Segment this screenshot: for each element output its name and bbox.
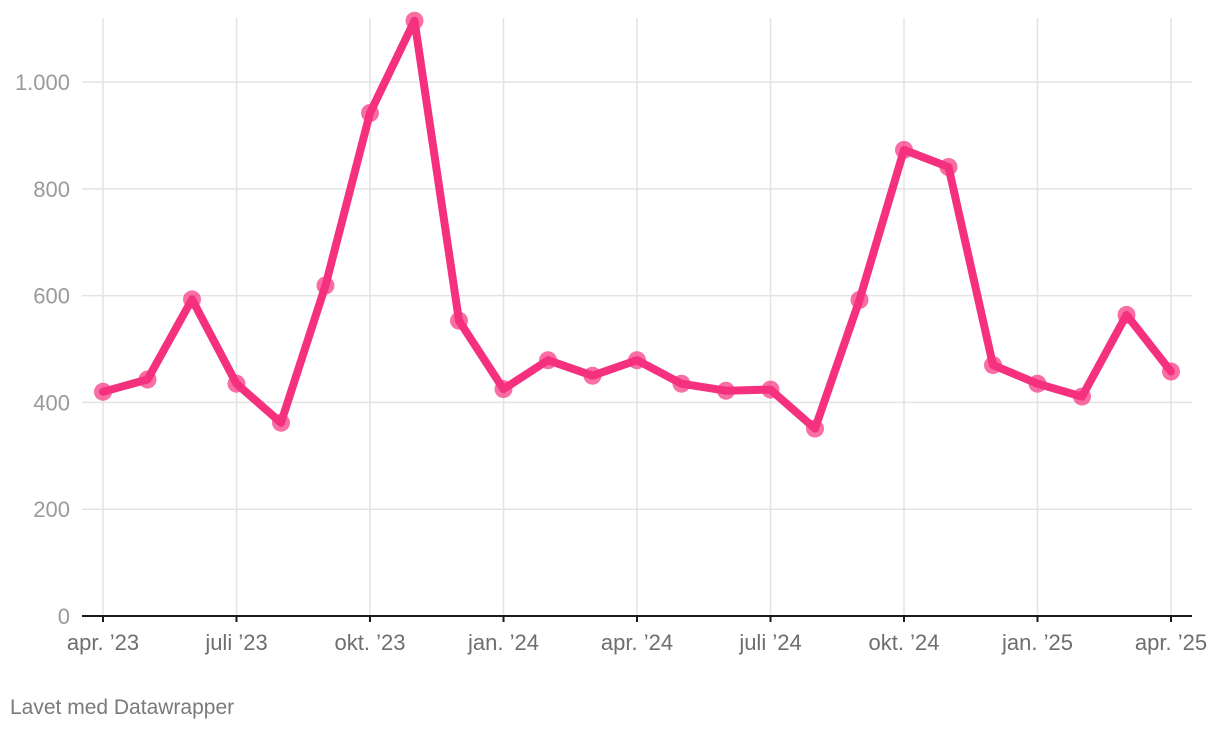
y-tick-label: 200 — [33, 497, 70, 522]
data-point[interactable] — [1117, 305, 1136, 324]
y-tick-label: 800 — [33, 177, 70, 202]
data-point[interactable] — [316, 276, 335, 295]
line-chart: 0 200 400 600 800 1.000 apr. ’23 juli ’23 okt. … — [15, 11, 1207, 655]
x-tick-label: juli ’24 — [738, 630, 801, 655]
y-tick-label: 400 — [33, 390, 70, 415]
data-point[interactable] — [138, 370, 157, 389]
data-point[interactable] — [361, 104, 379, 122]
data-point[interactable] — [1073, 387, 1091, 406]
x-axis-tick-labels: apr. ’23 juli ’23 okt. ’23 jan. ’24 apr. ’24… — [67, 630, 1207, 655]
x-tick-label: okt. ’23 — [335, 630, 406, 655]
x-tick-label: apr. ’24 — [601, 630, 673, 655]
data-point[interactable] — [984, 356, 1002, 375]
x-tick-label: okt. ’24 — [869, 630, 940, 655]
data-point[interactable] — [183, 290, 201, 309]
data-point[interactable] — [895, 140, 913, 159]
x-tick-label: apr. ’25 — [1135, 630, 1207, 655]
data-point[interactable] — [94, 382, 112, 401]
data-point[interactable] — [450, 311, 468, 330]
data-point[interactable] — [494, 380, 513, 399]
data-point[interactable] — [806, 419, 824, 438]
y-tick-label: 600 — [33, 284, 70, 309]
data-point[interactable] — [939, 158, 958, 176]
footer-credit: Lavet med Datawrapper — [10, 696, 235, 719]
x-gridlines — [102, 18, 1172, 622]
data-point[interactable] — [717, 381, 735, 400]
y-tick-label: 1.000 — [15, 70, 70, 95]
x-tick-label: jan. ’24 — [467, 630, 539, 655]
x-tick-label: juli ’23 — [204, 630, 267, 655]
data-point[interactable] — [850, 290, 869, 309]
data-point[interactable] — [761, 380, 780, 399]
x-tick-label: jan. ’25 — [1001, 630, 1073, 655]
data-point[interactable] — [539, 351, 557, 370]
series-group — [94, 11, 1180, 438]
data-point[interactable] — [1028, 374, 1047, 393]
data-point[interactable] — [628, 351, 646, 370]
data-point[interactable] — [272, 413, 290, 432]
x-tick-label: apr. ’23 — [67, 630, 139, 655]
y-tick-label: 0 — [58, 604, 70, 629]
data-point[interactable] — [227, 374, 246, 393]
data-point[interactable] — [1162, 362, 1180, 381]
y-axis-tick-labels: 0 200 400 600 800 1.000 — [15, 70, 70, 629]
data-point[interactable] — [672, 374, 691, 393]
data-point[interactable] — [405, 11, 424, 30]
data-point[interactable] — [583, 366, 602, 385]
